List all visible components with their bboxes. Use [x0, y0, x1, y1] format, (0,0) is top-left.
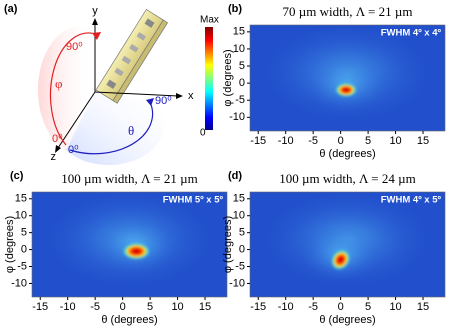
chart-title: 100 µm width, Λ = 21 µm [61, 171, 198, 186]
heatmap [250, 25, 445, 131]
y-tick-label: 5 [21, 227, 27, 239]
angle-label: 90⁰ [155, 95, 172, 107]
theta-region [66, 92, 165, 166]
y-tick-label: 15 [15, 193, 27, 205]
x-tick-label: 0 [120, 301, 126, 313]
x-tick-label: -10 [60, 301, 76, 313]
y-tick-label: -5 [235, 94, 245, 106]
panel-label: (d) [228, 170, 242, 182]
phi-arc [49, 32, 99, 146]
x-tick-label: 15 [417, 301, 429, 313]
beam-spot [122, 242, 151, 260]
beam-spot [335, 82, 358, 97]
y-tick-label: 15 [233, 193, 245, 205]
y-axis-label: φ (degrees) [222, 216, 234, 273]
phi-region [37, 26, 95, 151]
y-tick-label: 5 [239, 60, 245, 72]
angle-label: 0⁰ [68, 144, 79, 156]
annotation: FWHM 4º x 4º [381, 28, 442, 39]
phi-label: φ [55, 76, 63, 91]
heatmap [32, 192, 227, 297]
x-tick-label: -15 [250, 135, 266, 147]
y-tick-label: 10 [15, 210, 27, 222]
panel-label: (a) [4, 3, 18, 15]
y-tick-label: -10 [229, 277, 245, 289]
x-tick-label: 15 [199, 301, 211, 313]
plot-frame [249, 191, 446, 298]
annotation: FWHM 4º x 5º [381, 195, 442, 206]
chart-title: 70 µm width, Λ = 21 µm [283, 4, 413, 19]
arrowhead [146, 98, 154, 106]
x-axis-label: θ (degrees) [101, 314, 157, 326]
x-tick-label: 0 [338, 301, 344, 313]
beam-spot [330, 249, 351, 271]
x-tick-label: 10 [389, 301, 401, 313]
x-tick-label: 10 [389, 135, 401, 147]
y-tick-label: 5 [239, 227, 245, 239]
arrowhead [92, 32, 101, 40]
colorbar [205, 27, 213, 130]
x-axis-label: θ (degrees) [319, 148, 375, 160]
arrowhead [92, 18, 98, 25]
y-axis-label: φ (degrees) [4, 216, 16, 273]
theta-arc [69, 101, 154, 155]
x-tick-label: 5 [365, 135, 371, 147]
x-tick-label: 5 [147, 301, 153, 313]
y-tick-label: 0 [239, 77, 245, 89]
heatmap [250, 192, 445, 297]
x-tick-label: 0 [338, 135, 344, 147]
x-tick-label: 5 [365, 301, 371, 313]
y-tick-label: -5 [17, 260, 27, 272]
chart-title: 100 µm width, Λ = 24 µm [279, 171, 416, 186]
x-tick-label: 15 [417, 135, 429, 147]
colorbar-label: Max [200, 15, 219, 26]
x-tick-label: -5 [90, 301, 100, 313]
x-tick-label: -10 [278, 301, 294, 313]
x-tick-label: -5 [308, 301, 318, 313]
z-axis [57, 91, 96, 149]
diagram: (a) y x z φ θ 90⁰ 0⁰ 0⁰ 90⁰ Max 0 [4, 3, 219, 166]
x-axis-label: θ (degrees) [319, 314, 375, 326]
angle-label: 0⁰ [52, 133, 63, 145]
y-tick-label: 10 [233, 210, 245, 222]
y-tick-label: 0 [239, 243, 245, 255]
panel-label: (c) [10, 170, 24, 182]
x-tick-label: 10 [171, 301, 183, 313]
arrowhead [55, 145, 61, 153]
y-axis-label: φ (degrees) [222, 49, 234, 106]
plot-frame [249, 24, 446, 132]
x-tick-label: -5 [308, 135, 318, 147]
annotation: FWHM 5º x 5º [163, 195, 224, 206]
x-tick-label: -10 [278, 135, 294, 147]
y-tick-label: 10 [233, 43, 245, 55]
plot-frame [31, 191, 228, 298]
colorbar-label: 0 [200, 128, 206, 139]
y-tick-label: -10 [229, 111, 245, 123]
x-tick-label: -15 [32, 301, 48, 313]
axis-label: z [51, 151, 57, 163]
x-tick-label: -15 [250, 301, 266, 313]
axis-label: y [92, 5, 98, 17]
y-tick-label: -5 [235, 260, 245, 272]
theta-label: θ [128, 123, 134, 138]
y-tick-label: -10 [11, 277, 27, 289]
x-axis [94, 91, 179, 97]
y-tick-label: 15 [233, 26, 245, 38]
angle-label: 90⁰ [66, 41, 83, 53]
axis-label: x [188, 90, 194, 102]
arrowhead [176, 93, 183, 99]
panel-label: (b) [228, 3, 242, 15]
y-tick-label: 0 [21, 243, 27, 255]
fiber [95, 8, 169, 104]
